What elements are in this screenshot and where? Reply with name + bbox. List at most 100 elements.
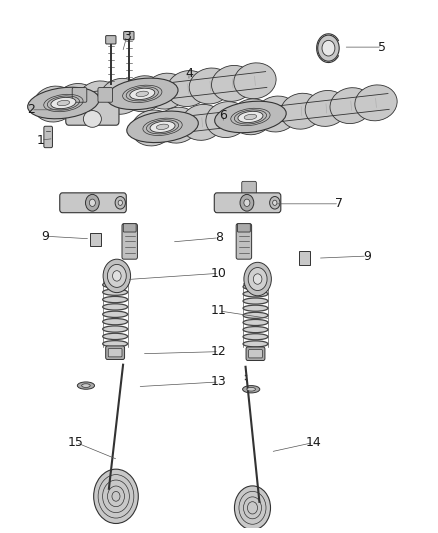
Ellipse shape: [102, 289, 127, 295]
FancyBboxPatch shape: [60, 193, 126, 213]
Ellipse shape: [131, 110, 174, 146]
Circle shape: [118, 200, 122, 205]
Ellipse shape: [243, 341, 268, 347]
Text: 2: 2: [27, 103, 35, 116]
Ellipse shape: [100, 78, 142, 114]
FancyBboxPatch shape: [236, 224, 251, 259]
Ellipse shape: [51, 98, 76, 109]
Ellipse shape: [81, 384, 90, 387]
Ellipse shape: [243, 312, 268, 318]
Text: 15: 15: [68, 436, 84, 449]
Circle shape: [103, 259, 131, 293]
Circle shape: [244, 262, 272, 296]
Ellipse shape: [234, 63, 276, 99]
Ellipse shape: [106, 78, 178, 110]
Polygon shape: [137, 93, 389, 138]
Ellipse shape: [189, 68, 232, 104]
Ellipse shape: [355, 85, 397, 121]
Polygon shape: [40, 71, 267, 114]
FancyBboxPatch shape: [237, 224, 251, 232]
Text: 4: 4: [185, 67, 193, 80]
Circle shape: [318, 35, 339, 61]
Ellipse shape: [102, 326, 127, 332]
Ellipse shape: [243, 327, 268, 333]
Circle shape: [322, 41, 335, 56]
Ellipse shape: [127, 111, 198, 142]
Ellipse shape: [122, 76, 165, 112]
FancyBboxPatch shape: [123, 224, 136, 232]
Circle shape: [85, 195, 99, 211]
Text: 13: 13: [211, 375, 227, 389]
Circle shape: [270, 197, 280, 209]
Circle shape: [248, 268, 267, 290]
Ellipse shape: [280, 93, 323, 129]
FancyBboxPatch shape: [246, 347, 265, 360]
Ellipse shape: [231, 99, 273, 135]
Ellipse shape: [212, 66, 254, 101]
Circle shape: [240, 195, 254, 211]
FancyBboxPatch shape: [124, 31, 134, 40]
Ellipse shape: [243, 298, 268, 304]
Text: 8: 8: [215, 231, 223, 244]
Ellipse shape: [102, 341, 127, 347]
Ellipse shape: [136, 91, 148, 96]
FancyBboxPatch shape: [72, 87, 87, 102]
Text: 3: 3: [123, 30, 131, 43]
Ellipse shape: [243, 334, 268, 340]
FancyBboxPatch shape: [214, 193, 281, 213]
Ellipse shape: [215, 101, 286, 133]
Text: 1: 1: [37, 134, 45, 147]
Ellipse shape: [150, 121, 175, 132]
Text: 12: 12: [211, 345, 227, 358]
Ellipse shape: [243, 319, 268, 326]
Text: 7: 7: [335, 197, 343, 211]
FancyBboxPatch shape: [122, 224, 138, 259]
FancyBboxPatch shape: [242, 181, 256, 198]
Ellipse shape: [243, 291, 268, 297]
FancyBboxPatch shape: [108, 349, 122, 357]
Circle shape: [89, 199, 95, 206]
Ellipse shape: [56, 84, 98, 119]
Circle shape: [107, 264, 126, 287]
FancyBboxPatch shape: [106, 346, 124, 359]
Ellipse shape: [102, 281, 127, 288]
Ellipse shape: [156, 124, 169, 130]
Text: 11: 11: [211, 304, 227, 317]
FancyBboxPatch shape: [106, 36, 116, 44]
Text: 10: 10: [211, 267, 227, 280]
Ellipse shape: [28, 87, 99, 119]
Ellipse shape: [305, 91, 347, 126]
FancyBboxPatch shape: [66, 94, 119, 125]
Ellipse shape: [102, 319, 127, 325]
Circle shape: [113, 271, 121, 281]
Ellipse shape: [57, 100, 70, 106]
Ellipse shape: [247, 387, 255, 391]
Ellipse shape: [181, 104, 223, 140]
Ellipse shape: [238, 111, 263, 123]
Ellipse shape: [206, 102, 248, 138]
Circle shape: [272, 200, 277, 205]
Ellipse shape: [243, 385, 260, 393]
Text: 14: 14: [306, 436, 321, 449]
FancyBboxPatch shape: [87, 195, 102, 211]
FancyBboxPatch shape: [44, 126, 53, 148]
FancyBboxPatch shape: [299, 252, 311, 265]
Ellipse shape: [145, 73, 187, 109]
Text: 9: 9: [41, 230, 49, 243]
Wedge shape: [94, 469, 138, 523]
Ellipse shape: [244, 114, 257, 119]
FancyBboxPatch shape: [98, 87, 113, 102]
Ellipse shape: [78, 81, 120, 117]
Ellipse shape: [102, 333, 127, 340]
FancyBboxPatch shape: [249, 350, 262, 358]
Circle shape: [244, 199, 250, 206]
Circle shape: [115, 197, 125, 209]
Text: 6: 6: [219, 109, 227, 122]
Text: 5: 5: [378, 41, 386, 54]
Ellipse shape: [156, 107, 198, 143]
Text: 9: 9: [363, 249, 371, 263]
Ellipse shape: [102, 311, 127, 318]
Ellipse shape: [167, 70, 209, 107]
Ellipse shape: [83, 110, 101, 127]
Ellipse shape: [243, 305, 268, 311]
